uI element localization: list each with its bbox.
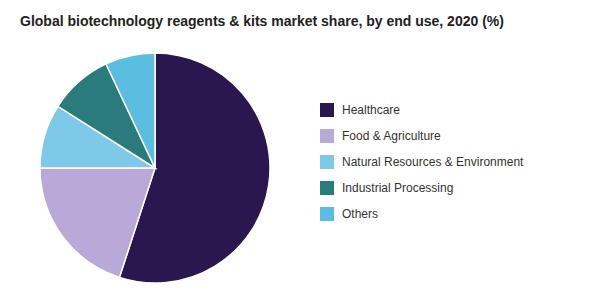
title: Global biotechnology reagents & kits mar… — [20, 13, 504, 29]
legend-swatch — [320, 129, 334, 143]
legend-item: Natural Resources & Environment — [320, 155, 524, 169]
legend-swatch — [320, 207, 334, 221]
pie — [40, 53, 270, 283]
legend-label: Healthcare — [342, 103, 400, 117]
legend-item: Healthcare — [320, 103, 400, 117]
legend-swatch — [320, 155, 334, 169]
legend-item: Industrial Processing — [320, 181, 453, 195]
legend-swatch — [320, 181, 334, 195]
legend-label: Food & Agriculture — [342, 129, 441, 143]
legend-label: Industrial Processing — [342, 181, 453, 195]
legend-label: Natural Resources & Environment — [342, 155, 524, 169]
pie-slice — [40, 168, 155, 277]
legend-item: Food & Agriculture — [320, 129, 441, 143]
legend: Healthcare Food & Agriculture Natural Reso… — [320, 103, 524, 221]
legend-label: Others — [342, 207, 378, 221]
legend-swatch — [320, 103, 334, 117]
legend-item: Others — [320, 207, 378, 221]
pie-slice — [106, 53, 155, 168]
chart: Global biotechnology reagents & kits mar… — [0, 0, 600, 300]
